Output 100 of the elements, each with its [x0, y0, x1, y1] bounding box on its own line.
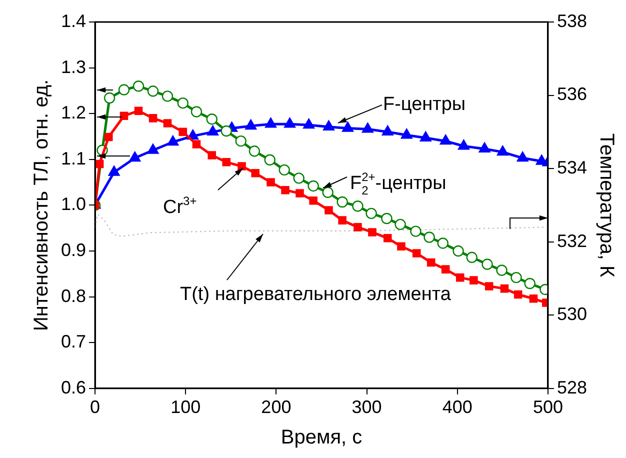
- point: [336, 196, 348, 208]
- point: [132, 80, 144, 92]
- point: [529, 294, 538, 303]
- point: [482, 258, 493, 270]
- point: [352, 200, 364, 212]
- point: [206, 113, 218, 125]
- point: [394, 218, 406, 230]
- text: T(t) нагревательного элемента: [180, 284, 452, 305]
- point: [381, 212, 392, 224]
- line-series: [95, 214, 548, 237]
- y2-tick-label: 528: [556, 377, 588, 398]
- y2-tick-label: 532: [556, 230, 588, 251]
- point: [235, 135, 246, 147]
- y-tick-label: 0.7: [60, 332, 86, 352]
- point: [412, 249, 421, 258]
- point: [510, 272, 522, 284]
- y-tick-label: 1.3: [60, 56, 86, 77]
- point: [278, 164, 290, 176]
- point: [190, 106, 202, 118]
- point: [147, 144, 159, 154]
- point: [129, 151, 141, 162]
- point: [296, 189, 304, 198]
- point: [264, 154, 276, 166]
- y-tick-label: 1.4: [60, 10, 86, 31]
- point: [484, 282, 494, 290]
- y-tick-label: 1.2: [60, 102, 86, 123]
- y2-tick-label: 538: [556, 10, 588, 31]
- point: [368, 228, 376, 236]
- y2-tick-label: 530: [556, 304, 588, 324]
- point: [470, 276, 478, 284]
- point: [397, 242, 406, 251]
- point: [322, 120, 335, 130]
- point: [245, 119, 257, 130]
- point: [514, 290, 522, 299]
- point: [424, 232, 435, 243]
- point: [118, 84, 130, 96]
- point: [208, 151, 216, 160]
- point: [178, 128, 188, 136]
- point: [516, 151, 528, 162]
- point: [251, 169, 260, 178]
- point: [281, 186, 290, 194]
- point: [167, 135, 179, 146]
- point: [426, 258, 436, 267]
- y-tick-label: 0.8: [60, 286, 86, 306]
- point: [410, 226, 422, 237]
- point: [354, 223, 362, 232]
- y-tick-label: 1.1: [60, 148, 86, 168]
- point: [452, 245, 464, 257]
- y-tick-label: 0.6: [60, 377, 86, 398]
- x-tick-label: 300: [352, 397, 382, 418]
- point: [458, 140, 470, 150]
- point: [222, 158, 231, 166]
- point: [104, 132, 113, 142]
- x-axis-title: Время, с: [280, 426, 362, 449]
- point: [383, 234, 392, 242]
- point: [147, 86, 159, 97]
- point: [309, 196, 318, 205]
- point: [382, 125, 394, 136]
- point: [437, 238, 448, 249]
- point: [95, 160, 104, 168]
- point: [238, 162, 246, 170]
- y2-tick-label: 534: [556, 158, 588, 178]
- point: [322, 186, 334, 198]
- point: [248, 146, 260, 157]
- point: [400, 128, 412, 139]
- y2-tick-label: 536: [556, 84, 588, 104]
- point: [441, 265, 450, 274]
- point: [264, 118, 277, 128]
- x-tick-label: 500: [532, 397, 563, 418]
- point: [162, 90, 174, 102]
- point: [500, 284, 509, 293]
- point: [220, 125, 232, 137]
- point: [148, 114, 158, 122]
- point: [338, 216, 346, 224]
- y-tick-label: 0.9: [60, 240, 86, 260]
- point: [456, 273, 464, 282]
- point: [362, 122, 374, 133]
- y-axis-title: Интенсивность ТЛ, отн. ед.: [30, 79, 53, 331]
- point: [177, 97, 188, 109]
- point: [206, 125, 219, 136]
- point: [303, 118, 315, 129]
- point: [104, 92, 116, 104]
- point: [293, 172, 304, 184]
- point: [284, 118, 296, 128]
- point: [308, 180, 319, 192]
- point: [324, 206, 333, 214]
- point: [496, 145, 508, 156]
- point: [478, 142, 490, 152]
- point: [342, 122, 354, 132]
- y2-axis-title: Температура, К: [595, 133, 618, 278]
- point: [192, 140, 201, 148]
- x-tick-label: 100: [170, 397, 201, 418]
- point: [134, 106, 143, 115]
- point: [440, 134, 452, 145]
- point: [266, 178, 275, 186]
- point: [524, 278, 536, 290]
- x-tick-label: 200: [261, 397, 292, 418]
- x-tick-label: 400: [442, 397, 472, 418]
- x-tick-label: 0: [90, 397, 100, 418]
- point: [120, 112, 128, 120]
